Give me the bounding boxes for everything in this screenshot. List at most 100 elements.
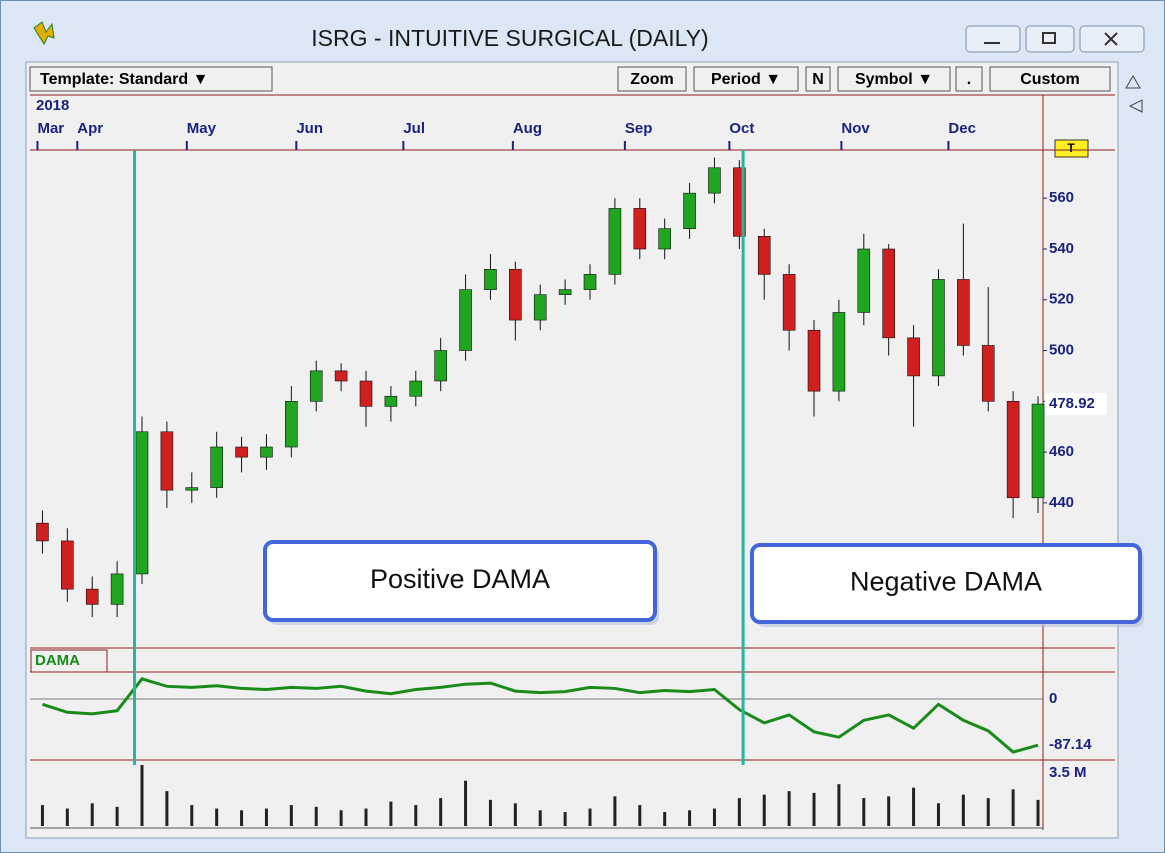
template-label: Template: Standard ▼	[40, 71, 208, 88]
candle-body	[957, 279, 970, 346]
candle-body	[807, 329, 821, 392]
candle-body	[1006, 401, 1020, 499]
volume-bar	[165, 791, 169, 826]
window-title: ISRG - INTUITIVE SURGICAL (DAILY)	[311, 25, 708, 51]
volume-bar	[688, 810, 692, 826]
toolbar-button[interactable]	[805, 66, 831, 92]
volume-bar	[613, 796, 617, 826]
volume-bar	[264, 808, 268, 826]
annotation-box	[750, 543, 1142, 624]
toolbar-button[interactable]	[989, 66, 1111, 92]
candle-body	[384, 395, 398, 407]
volume-bar	[115, 806, 119, 826]
toolbar-button[interactable]	[693, 66, 799, 92]
x-tick-label: Sep	[625, 120, 653, 137]
toolbar-label: Custom	[1020, 71, 1080, 88]
volume-bar	[1011, 789, 1015, 826]
candle-body	[533, 294, 547, 321]
volume-bar	[862, 798, 866, 826]
volume-bar	[663, 812, 667, 826]
scroll-up-icon[interactable]	[1125, 75, 1141, 89]
volume-bar	[812, 792, 816, 826]
volume-bar	[364, 808, 368, 826]
x-tick-label: May	[187, 120, 217, 137]
candle-body	[85, 588, 99, 605]
y-tick-label: 520	[1049, 291, 1074, 308]
candle-body	[359, 380, 373, 407]
candle-body	[882, 248, 895, 339]
candle-body	[110, 573, 124, 605]
volume-bar	[414, 805, 418, 826]
volume-bar	[638, 805, 642, 826]
candle-body	[633, 208, 647, 250]
indicator-tick-label: 0	[1049, 690, 1057, 707]
year-label: 2018	[36, 97, 69, 114]
candle-body	[285, 401, 298, 448]
y-tick-label: 460	[1049, 443, 1074, 460]
candle-body	[907, 337, 920, 377]
last-price-label: 478.92	[1049, 395, 1095, 412]
toolbar-button[interactable]	[837, 66, 951, 92]
x-tick-label: Apr	[77, 120, 103, 137]
volume-bar	[762, 794, 766, 826]
scroll-left-icon[interactable]	[1128, 99, 1143, 113]
minimize-button[interactable]	[965, 25, 1021, 53]
candle-body	[981, 345, 995, 402]
annotation-box	[263, 540, 657, 622]
template-dropdown[interactable]	[29, 66, 273, 92]
candle-body	[509, 269, 522, 321]
candle-body	[210, 446, 223, 488]
volume-bar	[563, 812, 567, 826]
candle-body	[484, 269, 497, 290]
candle-body	[334, 370, 348, 382]
volume-bar	[837, 784, 841, 826]
y-tick-label: 560	[1049, 189, 1074, 206]
volume-tick-label: 3.5 M	[1049, 764, 1087, 781]
volume-bar	[314, 806, 318, 826]
candle-body	[708, 167, 721, 194]
price-tag	[1054, 139, 1089, 158]
volume-bar	[65, 808, 69, 826]
candle-body	[409, 380, 423, 397]
x-tick-label: Nov	[841, 120, 870, 137]
volume-bar	[936, 803, 940, 826]
toolbar-button[interactable]	[617, 66, 687, 92]
x-tick-label: Oct	[729, 120, 754, 137]
toolbar-label: Zoom	[630, 71, 674, 88]
candle-body	[61, 540, 74, 590]
candle-body	[857, 248, 871, 313]
candle-body	[757, 236, 771, 275]
volume-bar	[40, 805, 44, 826]
candle-body	[260, 446, 273, 458]
volume-bar	[1036, 799, 1040, 826]
volume-bar	[588, 808, 592, 826]
candle-body	[608, 208, 622, 275]
volume-bar	[464, 780, 468, 826]
candle-body	[932, 279, 945, 377]
volume-bar	[912, 787, 916, 826]
annotation-text: Positive DAMA	[370, 564, 550, 594]
volume-bar	[240, 810, 244, 826]
volume-bar	[737, 798, 741, 826]
volume-bar	[538, 810, 542, 826]
candle-body	[160, 431, 174, 491]
volume-bar	[488, 799, 492, 826]
candle-body	[1031, 403, 1045, 499]
candle-body	[832, 312, 846, 392]
toolbar-button[interactable]	[955, 66, 983, 92]
candle-body	[558, 289, 572, 295]
indicator-line	[41, 677, 1039, 754]
maximize-button[interactable]	[1025, 25, 1075, 53]
price-tag-label: T	[1067, 141, 1075, 155]
annotation-text: Negative DAMA	[850, 567, 1042, 597]
x-tick-label: Aug	[513, 120, 542, 137]
volume-bar	[887, 796, 891, 826]
volume-bar	[439, 798, 443, 826]
indicator-tab	[30, 649, 108, 673]
toolbar-label: N	[812, 71, 824, 88]
volume-bar	[961, 794, 965, 826]
app-icon	[33, 21, 55, 46]
candle-body	[583, 274, 597, 290]
